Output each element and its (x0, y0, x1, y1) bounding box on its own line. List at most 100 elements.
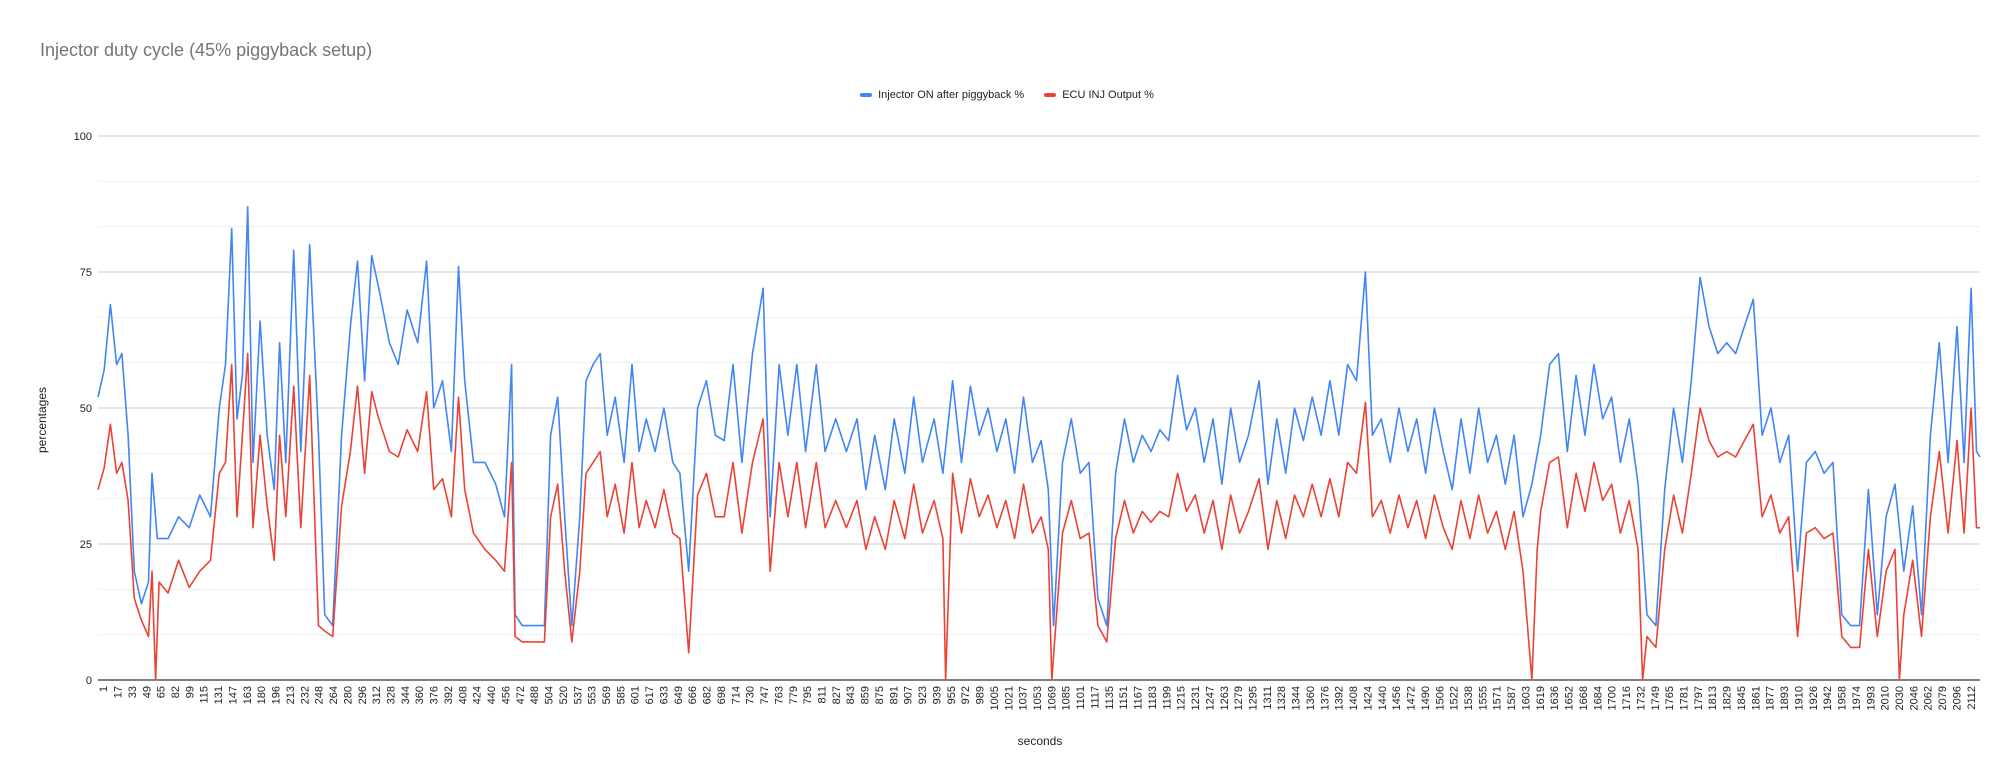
x-tick-label: 1247 (1204, 686, 1216, 710)
x-tick-label: 955 (946, 686, 958, 704)
x-tick-label: 1069 (1046, 686, 1058, 710)
x-tick-label: 939 (931, 686, 943, 704)
x-tick-label: 601 (630, 686, 642, 704)
x-tick-label: 1456 (1391, 686, 1403, 710)
y-tick-label: 50 (80, 403, 92, 415)
x-tick-label: 1263 (1219, 686, 1231, 710)
x-tick-label: 1668 (1578, 686, 1590, 710)
x-tick-label: 1636 (1549, 686, 1561, 710)
x-tick-label: 569 (601, 686, 613, 704)
x-tick-label: 2010 (1880, 686, 1892, 710)
x-tick-label: 1344 (1291, 686, 1303, 710)
x-tick-label: 1183 (1147, 686, 1159, 710)
x-tick-label: 1797 (1693, 686, 1705, 710)
x-tick-label: 1813 (1707, 686, 1719, 710)
x-tick-label: 730 (745, 686, 757, 704)
x-tick-label: 1749 (1650, 686, 1662, 710)
x-tick-label: 859 (860, 686, 872, 704)
x-tick-label: 488 (529, 686, 541, 704)
x-tick-label: 875 (874, 686, 886, 704)
x-tick-label: 1 (98, 686, 110, 692)
legend[interactable]: Injector ON after piggyback % ECU INJ Ou… (0, 89, 2014, 101)
legend-swatch-red (1044, 93, 1057, 97)
x-tick-label: 2030 (1894, 686, 1906, 710)
x-tick-label: 1942 (1822, 686, 1834, 710)
x-tick-label: 33 (127, 686, 139, 698)
x-tick-label: 1958 (1837, 686, 1849, 710)
chart-title: Injector duty cycle (45% piggyback setup… (40, 40, 373, 60)
x-tick-label: 1587 (1506, 686, 1518, 710)
x-tick-label: 99 (184, 686, 196, 698)
x-tick-label: 1376 (1319, 686, 1331, 710)
gridlines (98, 135, 1980, 681)
legend-swatch-blue (860, 93, 873, 97)
x-tick-label: 1732 (1635, 686, 1647, 710)
x-tick-label: 649 (673, 686, 685, 704)
x-tick-label: 1085 (1061, 686, 1073, 710)
x-tick-label: 360 (414, 686, 426, 704)
x-tick-label: 376 (429, 686, 441, 704)
x-tick-label: 1974 (1851, 686, 1863, 710)
x-tick-label: 1037 (1018, 686, 1030, 710)
x-tick-label: 2112 (1966, 686, 1978, 710)
x-tick-label: 440 (486, 686, 498, 704)
y-tick-label: 100 (74, 131, 92, 143)
x-tick-label: 1538 (1463, 686, 1475, 710)
series-lines (97, 205, 1981, 681)
x-tick-label: 1861 (1750, 686, 1762, 710)
x-tick-label: 163 (242, 686, 254, 704)
x-tick-label: 392 (443, 686, 455, 704)
x-tick-label: 312 (371, 686, 383, 704)
x-tick-label: 131 (213, 686, 225, 704)
x-tick-label: 891 (888, 686, 900, 704)
x-tick-label: 2096 (1951, 686, 1963, 710)
x-tick-label: 1360 (1305, 686, 1317, 710)
x-tick-label: 698 (716, 686, 728, 704)
x-tick-label: 1199 (1161, 686, 1173, 710)
legend-item-ecu-inj[interactable]: ECU INJ Output % (1044, 89, 1154, 101)
x-tick-label: 232 (299, 686, 311, 704)
x-tick-label: 1571 (1492, 686, 1504, 710)
x-tick-label: 1522 (1449, 686, 1461, 710)
x-tick-label: 1167 (1133, 686, 1145, 710)
x-tick-label: 1101 (1075, 686, 1087, 710)
series-line-injector-on (97, 205, 1981, 627)
x-tick-label: 328 (386, 686, 398, 704)
x-tick-label: 779 (788, 686, 800, 704)
x-tick-label: 923 (917, 686, 929, 704)
x-tick-label: 795 (802, 686, 814, 704)
x-tick-label: 827 (831, 686, 843, 704)
x-tick-label: 1700 (1607, 686, 1619, 710)
x-tick-label: 537 (572, 686, 584, 704)
x-tick-label: 296 (357, 686, 369, 704)
x-tick-label: 1619 (1535, 686, 1547, 710)
x-tick-label: 666 (687, 686, 699, 704)
x-tick-label: 147 (227, 686, 239, 704)
x-tick-label: 1021 (1003, 686, 1015, 710)
x-tick-label: 1424 (1362, 686, 1374, 710)
x-tick-label: 989 (975, 686, 987, 704)
x-tick-label: 1328 (1276, 686, 1288, 710)
x-tick-label: 1490 (1420, 686, 1432, 710)
x-axis-label: seconds (1018, 734, 1063, 748)
legend-label-ecu-inj: ECU INJ Output % (1062, 89, 1154, 101)
x-tick-label: 585 (615, 686, 627, 704)
x-tick-label: 1440 (1377, 686, 1389, 710)
x-tick-label: 1506 (1434, 686, 1446, 710)
x-tick-label: 1652 (1564, 686, 1576, 710)
x-tick-label: 2046 (1908, 686, 1920, 710)
y-tick-label: 75 (80, 267, 92, 279)
x-tick-label: 843 (845, 686, 857, 704)
x-tick-label: 1993 (1865, 686, 1877, 710)
x-tick-label: 1408 (1348, 686, 1360, 710)
x-tick-label: 196 (271, 686, 283, 704)
x-tick-label: 1053 (1032, 686, 1044, 710)
x-tick-label: 1135 (1104, 686, 1116, 710)
legend-item-injector-on[interactable]: Injector ON after piggyback % (860, 89, 1024, 101)
x-axis-ticks: 1 17 33 49 65 82 99 115 131 147 163 180 196 213 232 248… (98, 686, 1978, 710)
x-tick-label: 2062 (1923, 686, 1935, 710)
x-tick-label: 1555 (1477, 686, 1489, 710)
y-tick-label: 0 (86, 675, 92, 687)
x-tick-label: 907 (903, 686, 915, 704)
y-tick-label: 25 (80, 539, 92, 551)
